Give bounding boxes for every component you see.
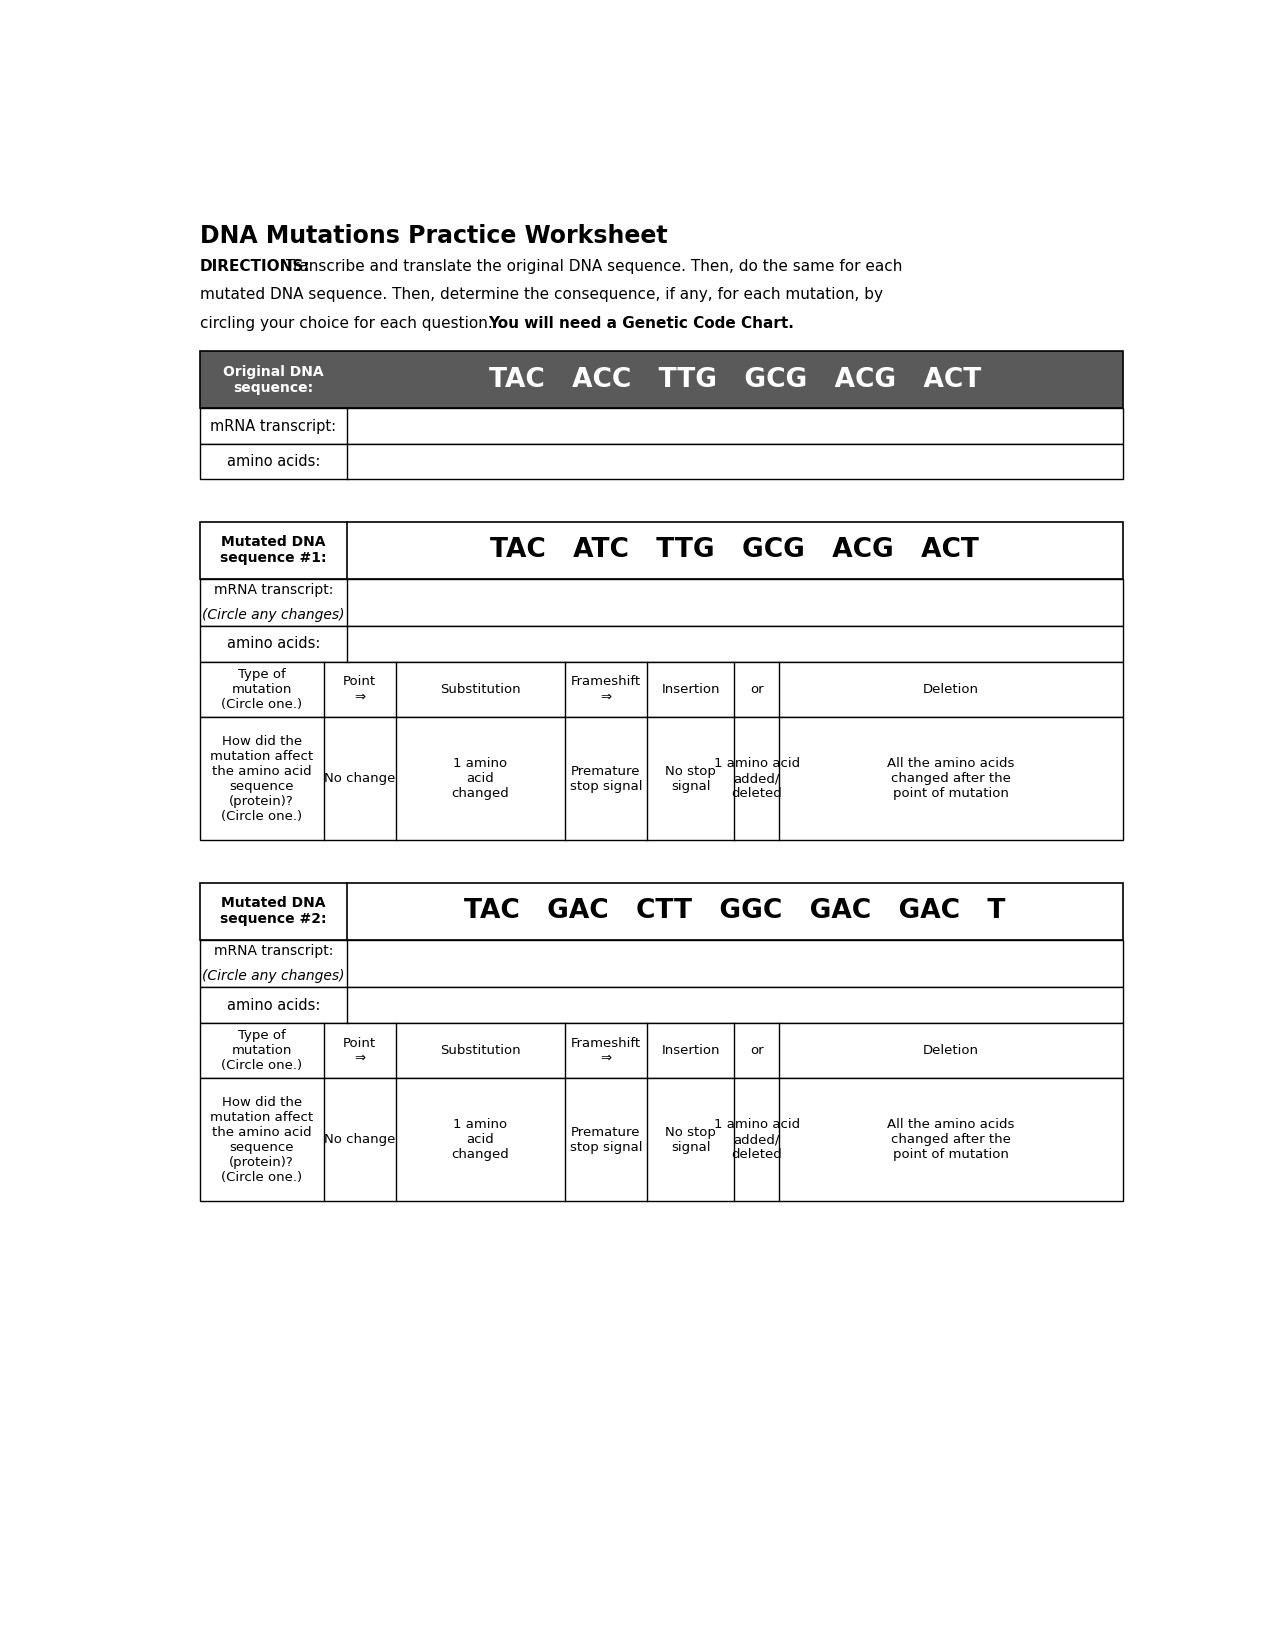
Text: Substitution: Substitution (440, 1043, 520, 1057)
Text: Mutated DNA
sequence #2:: Mutated DNA sequence #2: (221, 896, 326, 926)
Text: mutated DNA sequence. Then, determine the consequence, if any, for each mutation: mutated DNA sequence. Then, determine th… (200, 287, 882, 302)
Text: mRNA transcript:: mRNA transcript: (214, 944, 333, 958)
Text: DIRECTIONS:: DIRECTIONS: (200, 259, 310, 274)
FancyBboxPatch shape (200, 1078, 1123, 1202)
FancyBboxPatch shape (200, 1022, 1123, 1078)
Text: Deletion: Deletion (923, 1043, 979, 1057)
Text: How did the
mutation affect
the amino acid
sequence
(protein)?
(Circle one.): How did the mutation affect the amino ac… (210, 1096, 314, 1184)
FancyBboxPatch shape (200, 352, 1123, 408)
FancyBboxPatch shape (200, 626, 1123, 662)
Text: TAC   ATC   TTG   GCG   ACG   ACT: TAC ATC TTG GCG ACG ACT (491, 537, 979, 563)
Text: Insertion: Insertion (662, 1043, 720, 1057)
Text: Premature
stop signal: Premature stop signal (570, 764, 643, 792)
FancyBboxPatch shape (200, 578, 1123, 626)
Text: mRNA transcript:: mRNA transcript: (214, 583, 333, 598)
Text: 1 amino
acid
changed: 1 amino acid changed (451, 1118, 509, 1161)
Text: Point
⇒: Point ⇒ (343, 1037, 376, 1065)
Text: Original DNA
sequence:: Original DNA sequence: (223, 365, 324, 395)
FancyBboxPatch shape (200, 444, 1123, 479)
Text: 1 amino
acid
changed: 1 amino acid changed (451, 758, 509, 801)
Text: Substitution: Substitution (440, 684, 520, 695)
Text: No stop
signal: No stop signal (666, 764, 717, 792)
Text: All the amino acids
changed after the
point of mutation: All the amino acids changed after the po… (887, 1118, 1015, 1161)
Text: (Circle any changes): (Circle any changes) (201, 608, 344, 622)
Text: or: or (750, 1043, 764, 1057)
Text: amino acids:: amino acids: (227, 636, 320, 652)
Text: Frameshift
⇒: Frameshift ⇒ (571, 1037, 641, 1065)
FancyBboxPatch shape (200, 883, 1123, 939)
Text: DNA Mutations Practice Worksheet: DNA Mutations Practice Worksheet (200, 223, 667, 248)
Text: You will need a Genetic Code Chart.: You will need a Genetic Code Chart. (488, 315, 794, 330)
Text: Type of
mutation
(Circle one.): Type of mutation (Circle one.) (221, 1029, 302, 1071)
Text: How did the
mutation affect
the amino acid
sequence
(protein)?
(Circle one.): How did the mutation affect the amino ac… (210, 735, 314, 822)
Text: circling your choice for each question.: circling your choice for each question. (200, 315, 497, 330)
Text: No change: No change (324, 773, 395, 786)
Text: Point
⇒: Point ⇒ (343, 675, 376, 703)
Text: Premature
stop signal: Premature stop signal (570, 1126, 643, 1154)
Text: 1 amino acid
added/
deleted: 1 amino acid added/ deleted (714, 1118, 799, 1161)
FancyBboxPatch shape (200, 522, 1123, 578)
FancyBboxPatch shape (200, 662, 1123, 717)
FancyBboxPatch shape (200, 717, 1123, 840)
Text: Deletion: Deletion (923, 684, 979, 695)
Text: No change: No change (324, 1133, 395, 1146)
Text: Transcribe and translate the original DNA sequence. Then, do the same for each: Transcribe and translate the original DN… (280, 259, 903, 274)
Text: No stop
signal: No stop signal (666, 1126, 717, 1154)
Text: 1 amino acid
added/
deleted: 1 amino acid added/ deleted (714, 758, 799, 801)
Text: amino acids:: amino acids: (227, 997, 320, 1012)
Text: Mutated DNA
sequence #1:: Mutated DNA sequence #1: (221, 535, 326, 565)
Text: TAC   GAC   CTT   GGC   GAC   GAC   T: TAC GAC CTT GGC GAC GAC T (464, 898, 1006, 925)
Text: amino acids:: amino acids: (227, 454, 320, 469)
Text: mRNA transcript:: mRNA transcript: (210, 419, 337, 434)
Text: or: or (750, 684, 764, 695)
Text: TAC   ACC   TTG   GCG   ACG   ACT: TAC ACC TTG GCG ACG ACT (488, 367, 980, 393)
FancyBboxPatch shape (200, 408, 1123, 444)
FancyBboxPatch shape (200, 987, 1123, 1022)
FancyBboxPatch shape (200, 939, 1123, 987)
Text: Frameshift
⇒: Frameshift ⇒ (571, 675, 641, 703)
Text: (Circle any changes): (Circle any changes) (201, 969, 344, 982)
Text: Insertion: Insertion (662, 684, 720, 695)
Text: All the amino acids
changed after the
point of mutation: All the amino acids changed after the po… (887, 758, 1015, 801)
Text: Type of
mutation
(Circle one.): Type of mutation (Circle one.) (221, 669, 302, 712)
